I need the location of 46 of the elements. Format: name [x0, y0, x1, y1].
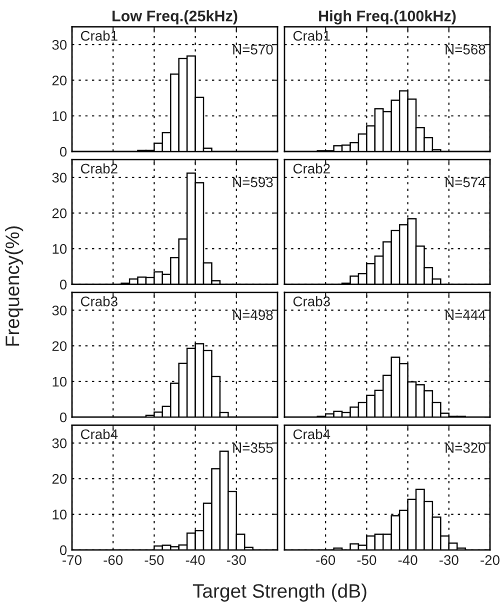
annotation: Crab3 [80, 296, 118, 306]
annotation: N=593 [233, 177, 273, 188]
x-tick-label: -50 [357, 555, 376, 565]
x-tick-label: -30 [439, 555, 458, 565]
x-tick-label: -50 [144, 555, 164, 565]
y-tick-label: 20 [52, 341, 67, 352]
y-tick-label: 10 [52, 111, 67, 122]
annotation: N=355 [233, 443, 273, 453]
x-tick-label: -60 [316, 555, 336, 565]
x-tick-label: -60 [104, 555, 123, 565]
annotation: Crab2 [293, 163, 330, 174]
y-tick-label: 20 [52, 208, 67, 218]
y-tick-label: 0 [60, 280, 67, 290]
x-axis-title: Target Strength (dB) [192, 584, 366, 602]
x-tick-label: -40 [398, 555, 418, 565]
y-tick-label: 10 [52, 244, 67, 254]
y-tick-label: 30 [52, 172, 67, 183]
annotation: N=570 [233, 44, 273, 54]
y-axis-title: Frequency(%) [5, 226, 24, 346]
annotation: N=444 [446, 310, 486, 320]
y-tick-label: 0 [60, 545, 67, 556]
annotation: Crab1 [293, 30, 330, 41]
annotation: N=320 [446, 443, 486, 453]
annotation: Crab1 [80, 30, 118, 41]
y-tick-label: 10 [52, 510, 67, 520]
annotation: Crab4 [80, 428, 118, 440]
y-tick-label: 20 [52, 76, 67, 86]
y-tick-label: 10 [52, 376, 67, 387]
x-tick-label: -70 [62, 555, 82, 565]
y-tick-label: 30 [52, 40, 67, 50]
y-tick-label: 30 [52, 306, 67, 316]
y-tick-label: 30 [52, 438, 67, 448]
annotation: Crab2 [80, 163, 118, 174]
y-tick-label: 0 [60, 146, 67, 157]
annotation: N=574 [446, 178, 486, 188]
annotation: Crab4 [293, 428, 330, 440]
x-tick-label: -40 [186, 555, 205, 565]
y-tick-label: 0 [60, 412, 67, 422]
annotation: N=498 [233, 310, 273, 320]
annotation: N=568 [446, 44, 486, 54]
x-tick-label: -30 [226, 555, 246, 565]
x-tick-label: -20 [480, 555, 500, 565]
chart-title: Low Freq.(25kHz) [112, 10, 238, 24]
annotation: Crab3 [293, 296, 330, 306]
chart-title: High Freq.(100kHz) [319, 10, 456, 24]
y-tick-label: 20 [52, 474, 67, 484]
